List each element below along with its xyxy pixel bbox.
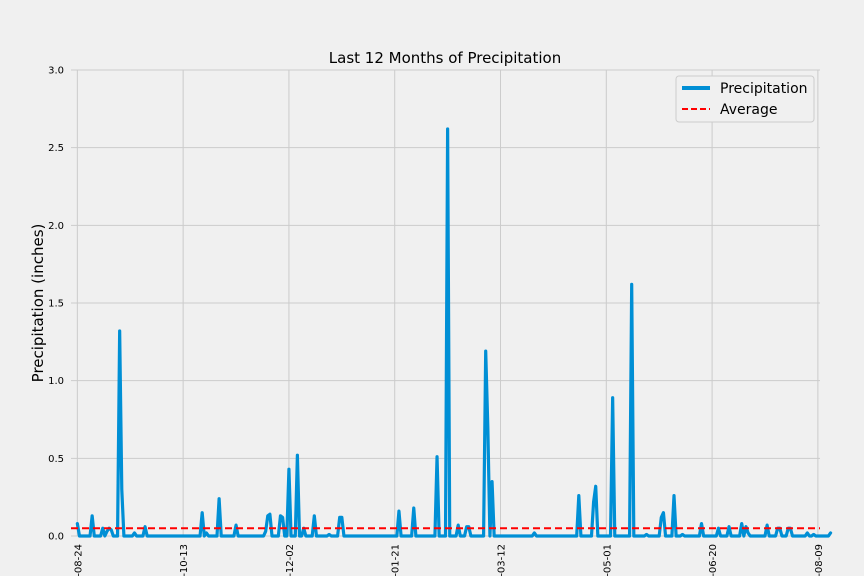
y-tick-label: 0.5 bbox=[48, 454, 64, 465]
y-tick-label: 2.5 bbox=[48, 143, 64, 154]
x-tick-label: 2016-10-13 bbox=[179, 544, 190, 576]
x-tick-label: 2017-06-20 bbox=[708, 544, 719, 576]
precipitation-line bbox=[75, 127, 833, 538]
x-tick-label: 2017-03-12 bbox=[497, 544, 508, 576]
y-tick-label: 1.5 bbox=[48, 299, 64, 310]
y-tick-label: 1.0 bbox=[48, 376, 64, 387]
x-tick-label: 2017-08-09 bbox=[814, 544, 825, 576]
x-tick-label: 2016-08-24 bbox=[73, 544, 84, 576]
y-tick-label: 3.0 bbox=[48, 66, 64, 77]
chart-title: Last 12 Months of Precipitation bbox=[329, 49, 561, 67]
legend-precipitation-label: Precipitation bbox=[720, 81, 808, 97]
x-tick-label: 2016-12-02 bbox=[285, 544, 296, 576]
axis-labels: 0.0 0.5 1.0 1.5 2.0 2.5 3.0 2016-08-24 2016-10-1… bbox=[48, 66, 825, 576]
legend-average-label: Average bbox=[720, 102, 778, 118]
x-tick-label: 2017-05-01 bbox=[602, 544, 613, 576]
legend-box bbox=[675, 75, 815, 123]
series-layer bbox=[71, 127, 833, 538]
y-tick-label: 2.0 bbox=[48, 221, 64, 232]
legend: Precipitation Average bbox=[675, 75, 815, 123]
x-tick-label: 2017-01-21 bbox=[391, 544, 402, 576]
y-axis-label: Precipitation (inches) bbox=[29, 224, 47, 383]
y-tick-label: 0.0 bbox=[48, 532, 64, 543]
